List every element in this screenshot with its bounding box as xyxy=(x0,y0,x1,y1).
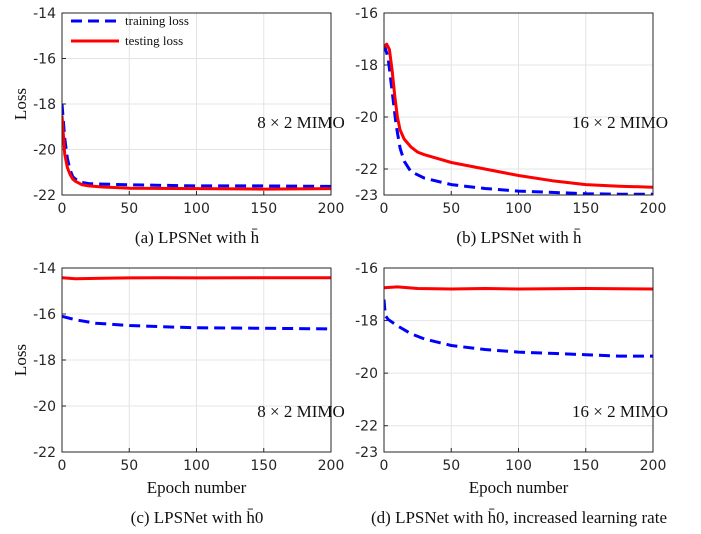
series-line-training-loss xyxy=(384,299,653,358)
y-tick-label: -20 xyxy=(355,110,378,126)
series-line-testing-loss xyxy=(62,115,331,191)
chart-panel-d: 0 50 100 150 200 -16 -18 -20 -22 -23 16 × 2 MIMO Ep… xyxy=(355,261,668,527)
y-tick-label: -23 xyxy=(355,188,378,204)
series-line-training-loss xyxy=(384,43,653,195)
x-tick-label: 100 xyxy=(183,201,210,217)
plot-frame xyxy=(383,12,654,196)
y-axis-label: Loss xyxy=(11,344,30,376)
y-tick-label: -14 xyxy=(33,6,56,22)
y-tick-label: -22 xyxy=(355,162,378,178)
chart-panel-c: 0 50 100 150 200 -14 -16 -18 -20 -22 8 × 2 MIMO Los… xyxy=(11,261,345,527)
panel-caption: (c) LPSNet with h̄0 xyxy=(131,508,264,527)
x-tick-label: 50 xyxy=(442,201,460,217)
x-tick-label: 200 xyxy=(640,458,667,474)
legend-label: testing loss xyxy=(125,33,183,48)
mimo-annotation: 8 × 2 MIMO xyxy=(257,113,345,132)
x-tick-label: 200 xyxy=(318,201,345,217)
legend: training loss testing loss xyxy=(71,13,189,48)
mimo-annotation: 8 × 2 MIMO xyxy=(257,402,345,421)
plot-frame xyxy=(61,267,332,453)
y-tick-label: -18 xyxy=(33,97,56,113)
x-tick-label: 150 xyxy=(250,458,277,474)
y-tick-label: -18 xyxy=(355,58,378,74)
y-tick-label: -20 xyxy=(33,399,56,415)
y-tick-label: -18 xyxy=(33,353,56,369)
chart-panel-b: 0 50 100 150 200 -16 -18 -20 -22 -23 16 × 2 MIMO (b… xyxy=(355,6,668,247)
x-tick-label: 100 xyxy=(183,458,210,474)
y-tick-label: -14 xyxy=(33,261,56,277)
x-tick-label: 0 xyxy=(58,458,67,474)
mimo-annotation: 16 × 2 MIMO xyxy=(572,113,668,132)
y-axis-label: Loss xyxy=(11,88,30,120)
series-line-training-loss xyxy=(62,314,331,331)
y-tick-label: -16 xyxy=(355,6,378,22)
plot-frame xyxy=(383,267,654,453)
x-tick-label: 50 xyxy=(442,458,460,474)
y-tick-label: -22 xyxy=(355,419,378,435)
y-tick-label: -16 xyxy=(33,307,56,323)
x-tick-label: 200 xyxy=(318,458,345,474)
plot-frame xyxy=(61,12,332,196)
y-tick-label: -16 xyxy=(33,52,56,68)
x-tick-label: 100 xyxy=(505,458,532,474)
y-tick-label: -23 xyxy=(355,445,378,461)
x-axis-label: Epoch number xyxy=(147,478,247,497)
mimo-annotation: 16 × 2 MIMO xyxy=(572,402,668,421)
x-tick-label: 150 xyxy=(572,201,599,217)
y-tick-label: -20 xyxy=(33,143,56,159)
x-tick-label: 150 xyxy=(572,458,599,474)
series-line-training-loss xyxy=(62,103,331,188)
x-tick-label: 0 xyxy=(58,201,67,217)
x-tick-label: 150 xyxy=(250,201,277,217)
chart-panel-a: 0 50 100 150 200 -14 -16 -18 -20 -22 8 × 2 MIMO Los… xyxy=(11,6,345,247)
y-tick-label: -22 xyxy=(33,445,56,461)
x-tick-label: 50 xyxy=(120,201,138,217)
panel-caption: (a) LPSNet with h̄ xyxy=(135,228,260,247)
panel-caption: (d) LPSNet with h̄0, increased learning … xyxy=(371,508,667,527)
y-tick-label: -18 xyxy=(355,314,378,330)
x-tick-label: 0 xyxy=(380,201,389,217)
legend-label: training loss xyxy=(125,13,189,28)
x-tick-label: 100 xyxy=(505,201,532,217)
series-line-testing-loss xyxy=(384,42,653,189)
x-axis-label: Epoch number xyxy=(469,478,569,497)
x-tick-label: 0 xyxy=(380,458,389,474)
series-line-testing-loss xyxy=(384,285,653,291)
panel-caption: (b) LPSNet with h̄ xyxy=(456,228,582,247)
y-tick-label: -20 xyxy=(355,366,378,382)
y-tick-label: -22 xyxy=(33,188,56,204)
y-tick-label: -16 xyxy=(355,261,378,277)
series-line-testing-loss xyxy=(62,276,331,281)
x-tick-label: 50 xyxy=(120,458,138,474)
x-tick-label: 200 xyxy=(640,201,667,217)
